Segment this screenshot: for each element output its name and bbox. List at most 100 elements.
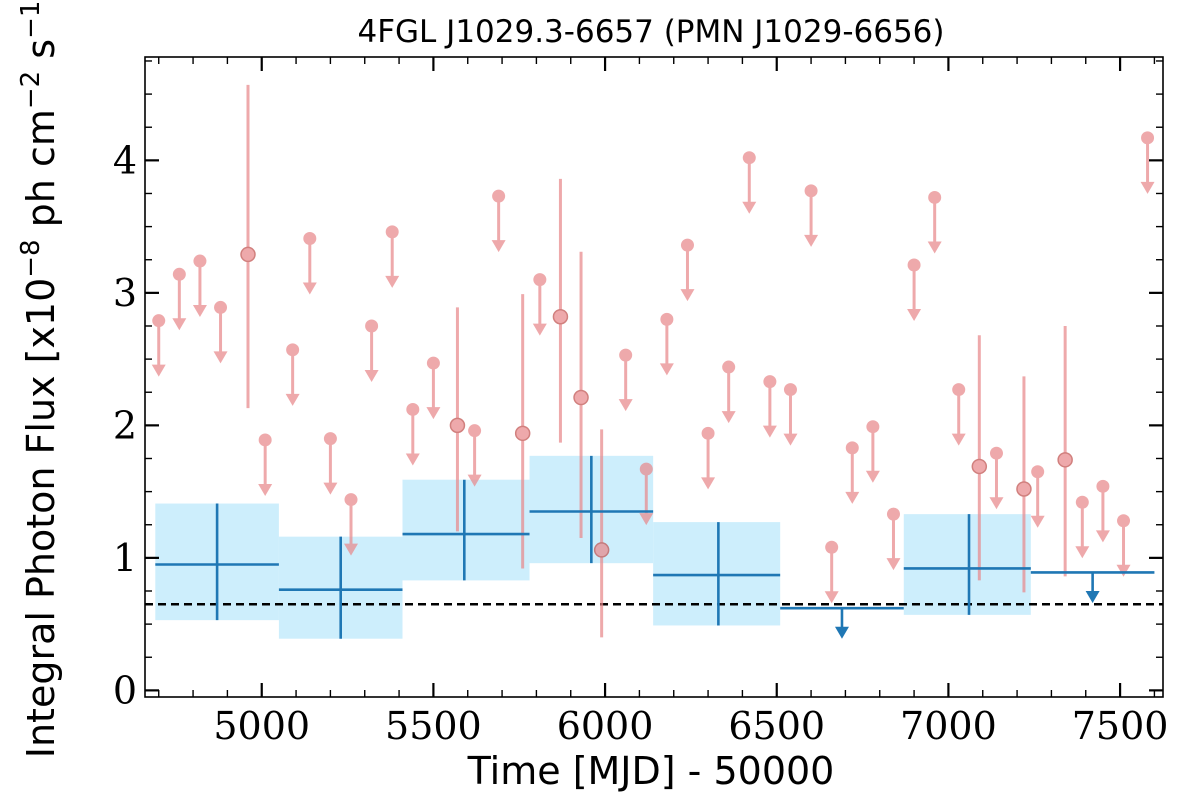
- upper-limit-arrowhead: [824, 591, 839, 604]
- short-bin-upper-limit: [804, 184, 819, 247]
- upper-limit-arrowhead: [213, 351, 228, 364]
- long-bin-detection: [653, 522, 781, 626]
- upper-limit-arrowhead: [426, 407, 441, 420]
- y-tick-label: 3: [113, 271, 137, 315]
- upper-limit-marker: [1075, 495, 1089, 509]
- x-tick-label: 5500: [385, 704, 482, 748]
- short-bin-upper-limit: [721, 360, 736, 424]
- y-axis-label-exp1: −8: [16, 239, 46, 277]
- short-bin-upper-limit: [532, 273, 547, 336]
- short-bin-upper-limit: [323, 432, 338, 495]
- short-bin-upper-limit: [742, 151, 757, 214]
- short-bin-upper-limit: [865, 420, 880, 483]
- upper-limit-arrowhead: [659, 363, 674, 376]
- short-bin-upper-limit: [845, 441, 860, 504]
- x-axis-label: Time [MJD] - 50000: [467, 749, 835, 793]
- upper-limit-arrowhead: [639, 513, 654, 526]
- y-axis-label-prefix: Integral Photon Flux [x10: [19, 278, 63, 759]
- short-bin-upper-limit: [172, 267, 187, 331]
- upper-limit-marker: [639, 462, 653, 476]
- upper-limit-arrowhead: [762, 425, 777, 438]
- upper-limit-marker: [172, 267, 186, 281]
- long-bin-detection: [155, 503, 279, 621]
- short-bin-detection: [240, 84, 256, 409]
- upper-limit-marker: [258, 433, 272, 447]
- long-bin-band: [402, 479, 530, 581]
- upper-limit-arrowhead: [385, 275, 400, 288]
- upper-limit-marker: [286, 343, 300, 357]
- detection-marker: [573, 389, 589, 406]
- upper-limit-marker: [907, 258, 921, 272]
- upper-limit-marker: [406, 402, 420, 416]
- upper-limit-marker: [866, 420, 880, 434]
- upper-limit-arrowhead: [344, 543, 359, 556]
- short-bin-upper-limit: [1140, 131, 1155, 194]
- short-bin-upper-limit: [680, 238, 695, 302]
- y-tick-label: 1: [113, 536, 137, 580]
- long-bin-detection: [529, 455, 654, 564]
- short-bin-upper-limit: [783, 383, 798, 446]
- long-bin-upper-limit: [780, 606, 904, 639]
- detection-marker: [514, 425, 531, 442]
- short-bin-upper-limit: [344, 493, 359, 556]
- short-bin-upper-limit: [1116, 514, 1131, 577]
- short-bin-upper-limit: [824, 540, 839, 604]
- short-bin-detection: [552, 178, 569, 443]
- x-tick-label: 7500: [1072, 704, 1169, 748]
- upper-limit-arrowhead: [258, 483, 273, 496]
- upper-limit-arrowhead: [192, 305, 207, 318]
- upper-limit-arrowhead: [865, 470, 880, 483]
- upper-limit-marker: [1096, 479, 1110, 493]
- y-axis-label: Integral Photon Flux [x10−8 ph cm−2 s−1]: [16, 0, 63, 758]
- upper-limit-marker: [680, 238, 694, 252]
- upper-limit-marker: [492, 189, 506, 203]
- upper-limit-arrowhead: [302, 282, 317, 295]
- short-bin-upper-limit: [762, 375, 777, 438]
- y-axis-label-exp3: −1: [16, 1, 46, 39]
- upper-limit-marker: [660, 312, 674, 326]
- short-bin-upper-limit: [701, 426, 716, 490]
- y-axis-label-s: s: [19, 39, 63, 71]
- upper-limit-arrowhead: [804, 234, 819, 247]
- short-bin-upper-limit: [886, 507, 901, 571]
- plot-frame: [144, 56, 1164, 698]
- long-bin-ul-arrowhead: [834, 626, 849, 639]
- upper-limit-marker: [365, 319, 379, 333]
- short-bin-upper-limit: [285, 343, 300, 406]
- short-bin-detection: [1016, 376, 1032, 593]
- upper-limit-arrowhead: [701, 477, 716, 490]
- short-bin-detection: [971, 335, 988, 581]
- y-tick-label: 0: [113, 668, 137, 712]
- short-bin-detection: [573, 251, 589, 538]
- y-axis-label-suffix: ]: [19, 0, 63, 1]
- upper-limit-arrowhead: [405, 453, 420, 466]
- upper-limit-arrowhead: [927, 241, 942, 254]
- upper-limit-arrowhead: [907, 309, 922, 322]
- upper-limit-arrowhead: [886, 558, 901, 571]
- long-bin-band: [903, 514, 1031, 615]
- tick-labels: 5000 5500 6000 6500 7000 7500 0 1 2 3 4: [113, 138, 1169, 748]
- short-bin-upper-limit: [1095, 479, 1110, 543]
- x-tick-label: 6500: [728, 704, 825, 748]
- upper-limit-arrowhead: [151, 364, 166, 377]
- upper-limit-arrowhead: [783, 433, 798, 446]
- short-bin-upper-limit: [951, 383, 966, 446]
- upper-limit-arrowhead: [285, 393, 300, 406]
- upper-limit-marker: [886, 507, 900, 521]
- y-axis-label-mid: ph cm: [19, 109, 63, 239]
- upper-limit-marker: [533, 273, 547, 287]
- detection-marker: [1057, 452, 1073, 468]
- long-bin-detection: [278, 536, 403, 639]
- upper-limit-marker: [323, 432, 337, 446]
- short-bin-upper-limit: [1075, 495, 1090, 559]
- long-bin-ul-arrowhead: [1085, 590, 1100, 603]
- upper-limit-marker: [344, 493, 358, 507]
- detection-marker: [971, 458, 988, 475]
- detection-marker: [240, 246, 256, 263]
- upper-limit-arrowhead: [989, 497, 1004, 510]
- short-bin-upper-limit: [405, 402, 420, 466]
- upper-limit-marker: [804, 184, 818, 198]
- short-bin-upper-limit: [213, 300, 228, 364]
- short-bin-detection: [593, 429, 610, 638]
